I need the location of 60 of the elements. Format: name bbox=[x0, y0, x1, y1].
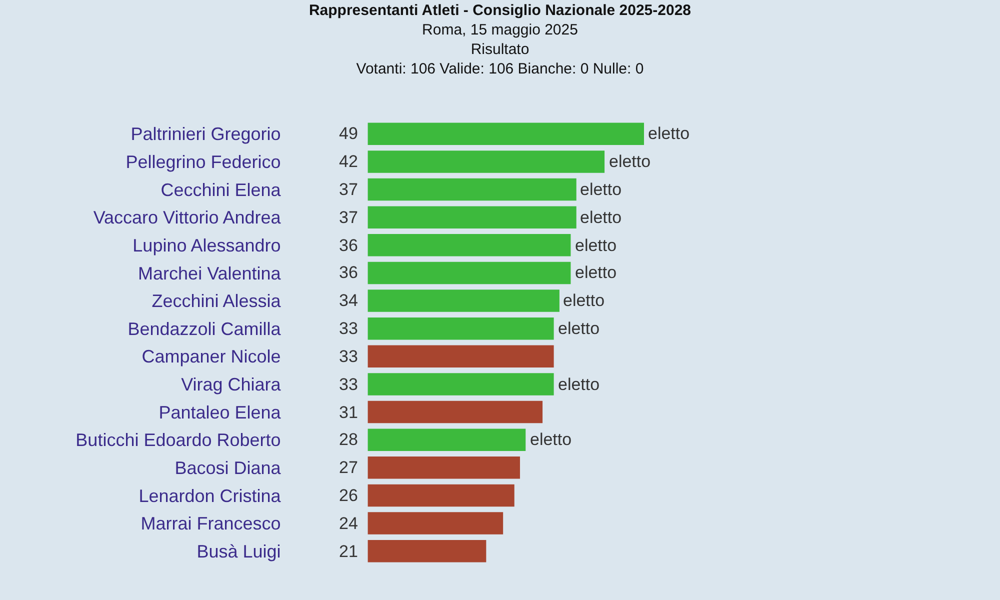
y-tick-label: Vaccaro Vittorio Andrea bbox=[93, 208, 282, 228]
data-label: 37 bbox=[339, 180, 358, 199]
bar bbox=[368, 178, 576, 201]
chart-subtitle: Roma, 15 maggio 2025 Risultato Votanti: 106 Valide: 106 Bianche: 0 Nulle: 0 bbox=[356, 22, 644, 78]
y-tick-label: Cecchini Elena bbox=[160, 180, 282, 200]
y-tick-label: Virag Chiara bbox=[181, 374, 282, 395]
data-label: 33 bbox=[339, 347, 358, 366]
bar bbox=[368, 206, 576, 228]
data-label: 21 bbox=[339, 542, 358, 561]
bar bbox=[368, 345, 554, 368]
y-tick-label: Pantaleo Elena bbox=[158, 402, 282, 422]
y-tick-label: Busà Luigi bbox=[196, 541, 281, 562]
data-label: 36 bbox=[339, 236, 358, 255]
data-label: 34 bbox=[339, 291, 358, 310]
data-label: 27 bbox=[339, 458, 358, 477]
data-label: 33 bbox=[339, 319, 358, 338]
y-tick-label: Marrai Francesco bbox=[140, 514, 281, 534]
bar bbox=[368, 428, 526, 451]
annotation: eletto bbox=[558, 319, 600, 338]
bar bbox=[368, 317, 554, 340]
annotation: eletto bbox=[575, 236, 617, 255]
chart-title: Rappresentanti Atleti - Consiglio Nazionale 2025-2028 bbox=[308, 2, 692, 19]
y-tick-label: Marchei Valentina bbox=[138, 263, 282, 284]
data-label: 33 bbox=[339, 375, 358, 394]
bar bbox=[368, 290, 560, 312]
y-tick-label: Pellegrino Federico bbox=[126, 152, 281, 172]
data-label: 42 bbox=[339, 152, 358, 171]
data-label: 31 bbox=[339, 403, 358, 422]
annotation: eletto bbox=[558, 375, 600, 394]
data-label: 26 bbox=[339, 486, 358, 505]
bar bbox=[368, 456, 520, 479]
bar bbox=[368, 150, 605, 173]
data-label: 28 bbox=[339, 430, 358, 449]
annotation: eletto bbox=[648, 124, 690, 143]
y-tick-label: Bendazzoli Camilla bbox=[128, 318, 282, 339]
data-label: 36 bbox=[339, 263, 358, 282]
y-tick-label: Bacosi Diana bbox=[174, 458, 282, 478]
bar bbox=[368, 512, 504, 534]
annotation: eletto bbox=[609, 152, 651, 171]
y-tick-label: Lupino Alessandro bbox=[132, 235, 281, 256]
data-label: 37 bbox=[339, 208, 358, 227]
annotation: eletto bbox=[575, 263, 617, 282]
annotation: eletto bbox=[530, 430, 572, 449]
annotation: eletto bbox=[580, 208, 622, 227]
y-tick-label: Campaner Nicole bbox=[142, 346, 281, 367]
bar bbox=[368, 484, 514, 507]
data-label: 24 bbox=[339, 514, 358, 533]
y-tick-label: Paltrinieri Gregorio bbox=[130, 124, 281, 144]
annotation: eletto bbox=[563, 291, 605, 310]
bar bbox=[368, 234, 571, 256]
bar bbox=[368, 262, 571, 284]
y-tick-label: Lenardon Cristina bbox=[138, 486, 282, 506]
bar bbox=[368, 373, 554, 396]
bar bbox=[368, 400, 543, 424]
data-label: 49 bbox=[339, 124, 358, 143]
y-tick-label: Buticchi Edoardo Roberto bbox=[76, 430, 281, 450]
annotation: eletto bbox=[580, 180, 622, 199]
y-tick-label: Zecchini Alessia bbox=[152, 291, 282, 312]
bar bbox=[368, 540, 486, 562]
bar bbox=[368, 122, 644, 146]
